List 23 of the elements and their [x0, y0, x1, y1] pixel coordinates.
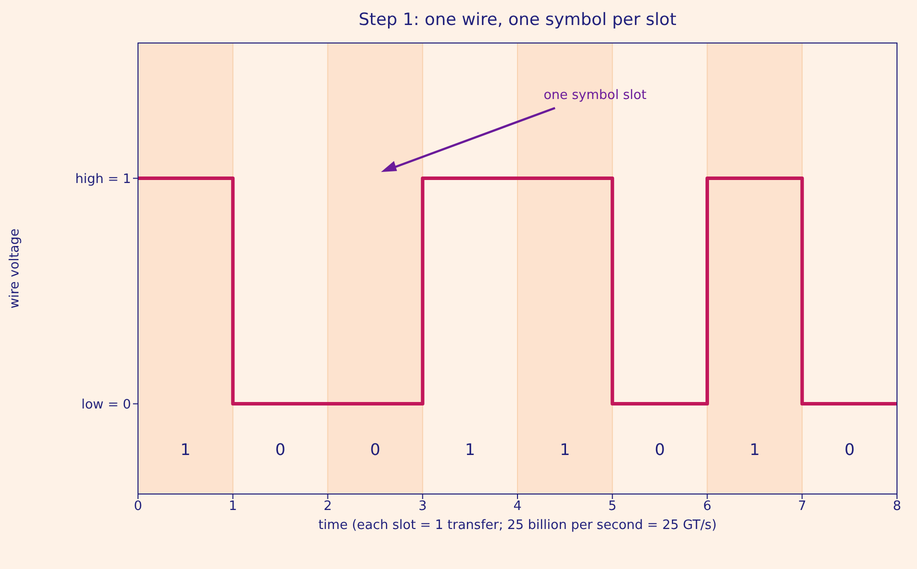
x-tick-label: 7 — [798, 499, 806, 514]
annotation: 1 — [180, 440, 191, 459]
y-axis-title: wire voltage — [8, 228, 23, 309]
annotation: one symbol slot — [544, 88, 646, 103]
annotation: 0 — [275, 440, 286, 459]
annotation: 0 — [844, 440, 855, 459]
x-tick-label: 4 — [513, 499, 522, 514]
annotation: 1 — [750, 440, 760, 459]
annotation: 0 — [654, 440, 665, 459]
x-axis-title: time (each slot = 1 transfer; 25 billion per second = 25 GT/s) — [318, 518, 717, 534]
x-tick-label: 0 — [134, 499, 142, 514]
x-tick-label: 3 — [418, 499, 427, 514]
x-tick-label: 5 — [608, 499, 617, 514]
x-tick-label: 8 — [892, 499, 902, 514]
y-tick-label: low = 0 — [81, 397, 131, 412]
annotation: 1 — [464, 440, 476, 459]
y-tick-label: high = 1 — [75, 172, 131, 187]
x-tick-label: 2 — [324, 499, 332, 514]
annotation: 0 — [370, 440, 380, 459]
x-tick-label: 1 — [228, 499, 238, 514]
x-tick-label: 6 — [703, 499, 712, 514]
annotation: 1 — [560, 440, 570, 459]
chart-title: Step 1: one wire, one symbol per slot — [358, 10, 678, 30]
